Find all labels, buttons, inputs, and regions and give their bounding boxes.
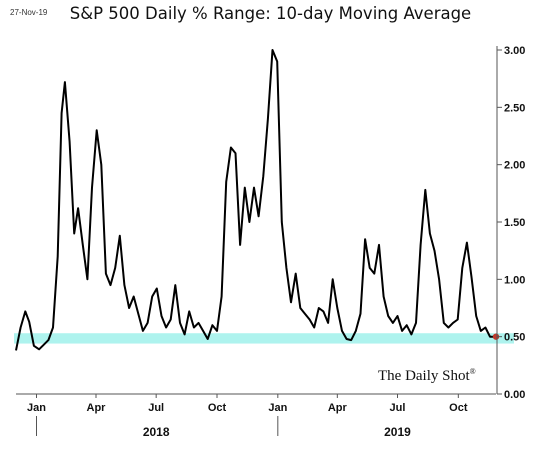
x-tick-label: Jul xyxy=(390,402,406,414)
chart-date: 27-Nov-19 xyxy=(10,8,48,17)
series-line-layer xyxy=(15,49,500,351)
x-tick-label: Jan xyxy=(268,402,287,414)
brand-registered-mark: ® xyxy=(469,367,476,376)
y-tick-label: 0.50 xyxy=(504,332,525,344)
x-tick-label: Apr xyxy=(328,402,348,414)
x-tick-label: Jan xyxy=(27,402,46,414)
highlight-band-layer xyxy=(14,333,514,344)
series-line-0 xyxy=(15,49,496,351)
y-tick-label: 1.00 xyxy=(504,274,525,286)
year-label: 2019 xyxy=(384,425,411,439)
y-tick-label: 2.00 xyxy=(504,160,525,172)
y-tick-label: 2.50 xyxy=(504,102,525,114)
year-label: 2018 xyxy=(143,425,170,439)
chart-title: S&P 500 Daily % Range: 10-day Moving Ave… xyxy=(69,4,472,23)
y-axis: 0.00 0.50 1.00 1.50 2.00 2.50 3.00 xyxy=(496,45,525,401)
y-tick-label: 3.00 xyxy=(504,45,525,57)
brand-logo: The Daily Shot® xyxy=(378,367,476,385)
x-tick-label: Oct xyxy=(208,402,227,414)
x-tick-label: Jul xyxy=(148,402,164,414)
x-tick-label: Apr xyxy=(87,402,107,414)
x-axis: Jan Apr Jul Oct Jan Apr Jul Oct 2018 2019 xyxy=(16,393,496,439)
x-tick-label: Oct xyxy=(449,402,468,414)
brand-name: The Daily Shot xyxy=(378,368,470,384)
y-tick-label: 0.00 xyxy=(504,389,525,401)
y-tick-label: 1.50 xyxy=(504,217,525,229)
series-endpoint xyxy=(492,333,500,340)
highlight-band xyxy=(14,333,514,344)
